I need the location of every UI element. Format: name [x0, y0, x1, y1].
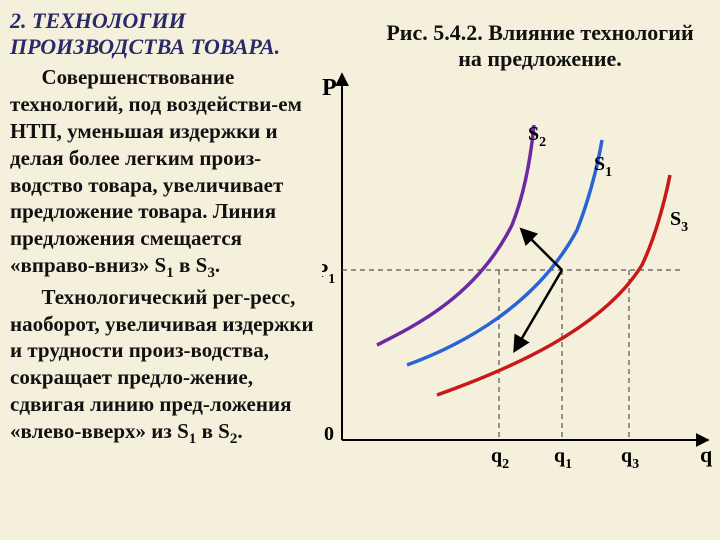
supply-chart: P q 0 P1 q2q1q3 S2S1S3 — [322, 70, 720, 490]
curve-S2 — [377, 125, 534, 345]
curve-labels: S2S1S3 — [528, 123, 688, 235]
curve-label-S1: S1 — [594, 153, 612, 180]
x-tick-label: q3 — [621, 445, 639, 472]
x-axis-label: q — [700, 442, 713, 467]
shift-arrows — [515, 230, 562, 350]
curve-label-S3: S3 — [670, 208, 688, 235]
x-tick-labels: q2 q1 q3 — [491, 445, 639, 472]
body-text: Совершенствование технологий, под воздей… — [10, 64, 325, 450]
guide-lines — [342, 270, 682, 440]
x-tick-label: q1 — [554, 445, 572, 472]
supply-curves — [377, 125, 670, 395]
x-tick-label: q2 — [491, 445, 509, 472]
y-axis-label: P — [322, 75, 337, 101]
figure-caption-line2: на предложение. — [458, 46, 622, 71]
p1-label: P1 — [322, 260, 335, 287]
origin-label: 0 — [324, 423, 334, 445]
section-heading: 2. ТЕХНОЛОГИИ ПРОИЗВОДСТВА ТОВАРА. — [10, 8, 320, 61]
figure-caption-line1: Рис. 5.4.2. Влияние технологий — [386, 20, 693, 45]
figure-caption: Рис. 5.4.2. Влияние технологий на предло… — [370, 20, 710, 73]
